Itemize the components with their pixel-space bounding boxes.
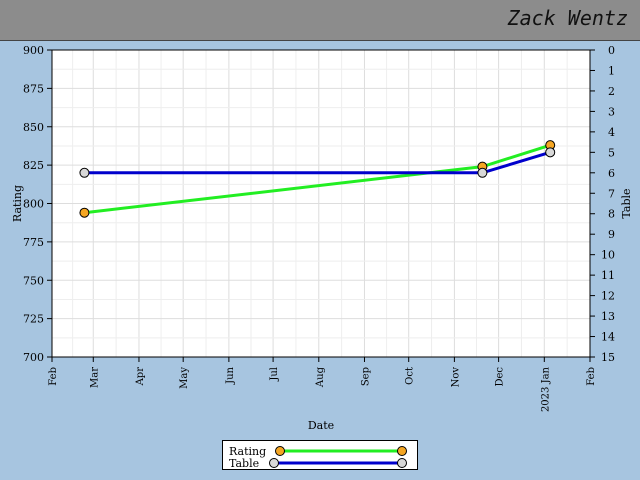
series-point-table: [545, 147, 556, 158]
y-right-tick-label: 11: [601, 269, 615, 282]
x-tick-label: Aug: [315, 366, 326, 388]
y-right-tick-label: 4: [608, 126, 615, 139]
legend-marker-table: [397, 458, 407, 468]
y-right-tick-label: 15: [601, 351, 615, 364]
y-right-tick-label: 9: [608, 228, 615, 241]
x-tick-label: Oct: [405, 367, 416, 385]
x-tick-label: Feb: [586, 367, 597, 386]
x-tick-label: Nov: [450, 367, 461, 388]
x-tick-label: Feb: [48, 367, 59, 386]
legend-label-rating: Rating: [229, 445, 266, 458]
y-right-tick-label: 6: [608, 167, 615, 180]
y-right-tick-label: 1: [608, 64, 615, 77]
x-tick-label: May: [179, 367, 190, 389]
y-left-tick-label: 825: [23, 159, 44, 172]
y-right-tick-label: 13: [601, 310, 615, 323]
y-left-tick-label: 775: [23, 236, 44, 249]
y-left-tick-label: 900: [23, 44, 44, 57]
y-left-axis-title: Rating: [11, 185, 24, 222]
y-right-tick-label: 3: [608, 105, 615, 118]
y-left-tick-label: 725: [23, 313, 44, 326]
y-left-tick-label: 800: [23, 198, 44, 211]
y-right-tick-label: 7: [608, 187, 615, 200]
legend: Rating Table: [222, 440, 418, 470]
x-tick-label: Jul: [269, 367, 280, 382]
legend-marker-rating: [275, 446, 285, 456]
y-right-tick-label: 2: [608, 85, 615, 98]
legend-marker-table: [269, 458, 279, 468]
y-left-tick-label: 750: [23, 274, 44, 287]
legend-label-table: Table: [229, 457, 259, 469]
y-right-tick-label: 10: [601, 249, 615, 262]
y-right-tick-label: 0: [608, 44, 615, 57]
x-tick-label: Sep: [360, 367, 371, 386]
y-left-tick-label: 700: [23, 351, 44, 364]
header-bar: Zack Wentz: [0, 0, 640, 41]
x-tick-label: Dec: [495, 367, 506, 387]
y-right-axis-title: Table: [620, 188, 633, 218]
x-tick-label: Apr: [135, 367, 146, 387]
legend-marker-rating: [397, 446, 407, 456]
series-point-rating: [79, 207, 90, 218]
y-left-tick-label: 850: [23, 121, 44, 134]
y-right-tick-label: 8: [608, 208, 615, 221]
y-right-tick-label: 12: [601, 290, 615, 303]
y-right-tick-label: 14: [601, 331, 615, 344]
x-tick-label: 2023 Jan: [540, 366, 551, 412]
y-right-tick-label: 5: [608, 146, 615, 159]
y-left-tick-label: 875: [23, 82, 44, 95]
series-point-table: [477, 167, 488, 178]
x-axis-title: Date: [308, 419, 334, 432]
series-point-table: [79, 167, 90, 178]
x-tick-label: Jun: [225, 366, 236, 384]
x-tick-label: Mar: [89, 367, 100, 388]
player-name: Zack Wentz: [507, 6, 628, 30]
